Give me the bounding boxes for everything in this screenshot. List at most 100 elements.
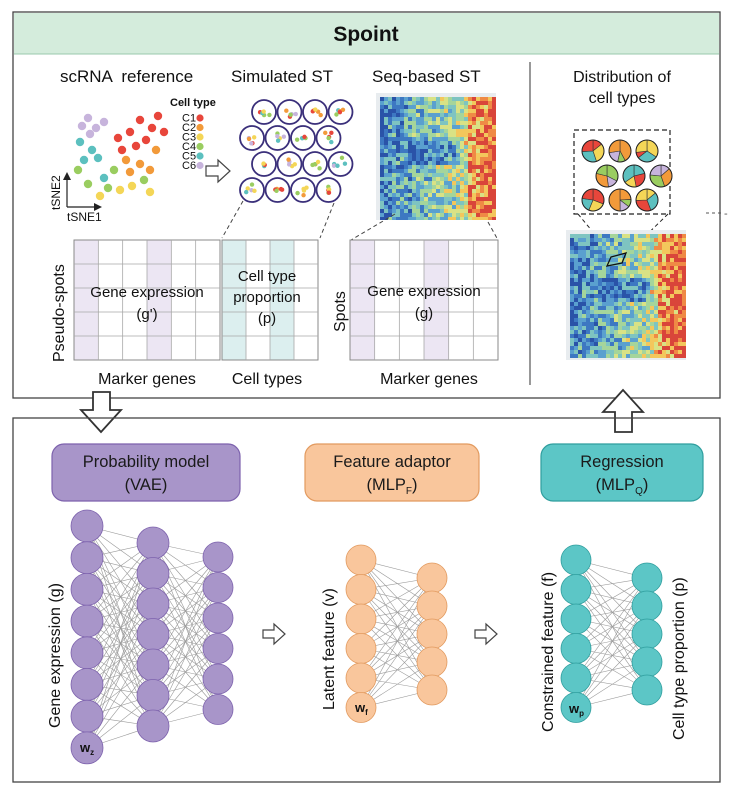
cell-type-proportion-label-1: Cell type [238,268,296,285]
tsne-point [99,117,109,127]
network-node [70,604,104,638]
spots-gene-expression-grid [349,239,499,361]
simulated-spot [251,151,277,177]
legend-label: C4 [182,141,196,153]
tsne-point [109,165,119,175]
tsne-point [83,179,93,189]
network-node [345,662,377,694]
simulated-spot [327,151,354,177]
network-node [631,618,663,650]
tsne1-label: tSNE1 [67,210,102,224]
network-node [70,509,104,543]
edge-marker: - [724,208,728,220]
down-arrow [78,391,124,434]
grid-shade [222,240,246,360]
tsne-point [153,111,163,121]
top-panel-header [14,13,719,54]
pseudo-gene-expression-label-2: (g') [136,306,157,323]
tsne-point [77,121,87,131]
tsne-point [135,159,145,169]
network-node [631,646,663,678]
network-node [416,674,448,706]
tsne-point [125,127,135,137]
tsne-point [87,145,97,155]
simulated-spot [264,177,291,203]
seq-based-st-label: Seq-based ST [372,67,481,86]
spoint-title: Spoint [333,23,398,46]
tsne-point [125,167,135,177]
wp-label: wp [568,701,584,718]
network-node [136,679,170,712]
tsne-scatter [73,111,169,201]
network-node [345,692,377,723]
dashed-guide-lines [221,200,499,241]
simulated-spot [239,177,265,203]
vae-network [70,509,234,765]
vae-subtitle: (VAE) [125,476,168,494]
simulated-spot [315,125,342,151]
bottom-panel-border [12,417,721,783]
tsne-point [75,137,85,147]
simulated-spot [302,151,328,177]
simulated-spot [290,177,316,203]
pie-chart [649,164,673,188]
network-node [631,674,663,706]
spots-gene-expression-label-2: (g) [415,305,433,322]
tsne-point [147,123,157,133]
top-panel-border [12,11,721,399]
simulated-spot [315,177,342,203]
marker-genes-label-1: Marker genes [98,371,196,388]
adaptor-subtitle: (MLPF) [366,476,417,497]
gene-expression-axis-label: Gene expression (g) [47,583,64,728]
network-node [345,603,377,635]
network-node [560,633,592,664]
regression-title: Regression [580,453,663,471]
network-node [416,618,448,650]
spots-gene-expression-label-1: Gene expression [367,283,480,300]
network-node [560,692,592,723]
network-node [136,709,170,743]
network-node [136,618,170,651]
wz-label: wz [79,740,94,757]
network-node [70,573,104,606]
legend-swatch [196,133,204,141]
pie-chart [608,188,632,212]
legend-title: Cell type [170,97,216,109]
tsne-axes [63,172,102,211]
network-node [560,662,592,694]
network-node [136,526,170,560]
simulated-spot [302,99,328,125]
constrained-feature-axis-label: Constrained feature (f) [540,572,557,732]
legend-label: C2 [182,122,196,134]
legend-swatch [196,123,204,132]
tsne-point [141,135,151,145]
simulated-spot [251,99,277,125]
network-node [560,574,592,605]
pie-chart [635,139,659,163]
grid-shade [270,240,294,360]
tsne-point [139,175,149,185]
cell-type-proportion-label-3: (p) [258,310,276,327]
network-node [136,587,170,621]
vae-title: Probability model [83,453,210,471]
network-node [202,694,234,725]
network-node [560,603,592,635]
tsne-point [127,181,137,191]
legend-swatch [196,161,204,170]
tsne-point [91,123,101,133]
network-node [202,572,234,603]
simulated-spot [239,125,265,151]
adaptor-label-box [304,443,480,502]
network-node [631,562,663,594]
vae-label-box [51,443,241,502]
small-arrow-1 [262,622,286,646]
pie-chart [622,164,646,188]
network-node [202,541,234,573]
cell-type-proportion-grid [221,239,319,361]
network-node [70,699,104,733]
marker-genes-label-2: Marker genes [380,371,478,388]
small-arrow-2 [474,622,498,646]
grid-shade [424,240,449,360]
pie-chart [635,188,659,212]
